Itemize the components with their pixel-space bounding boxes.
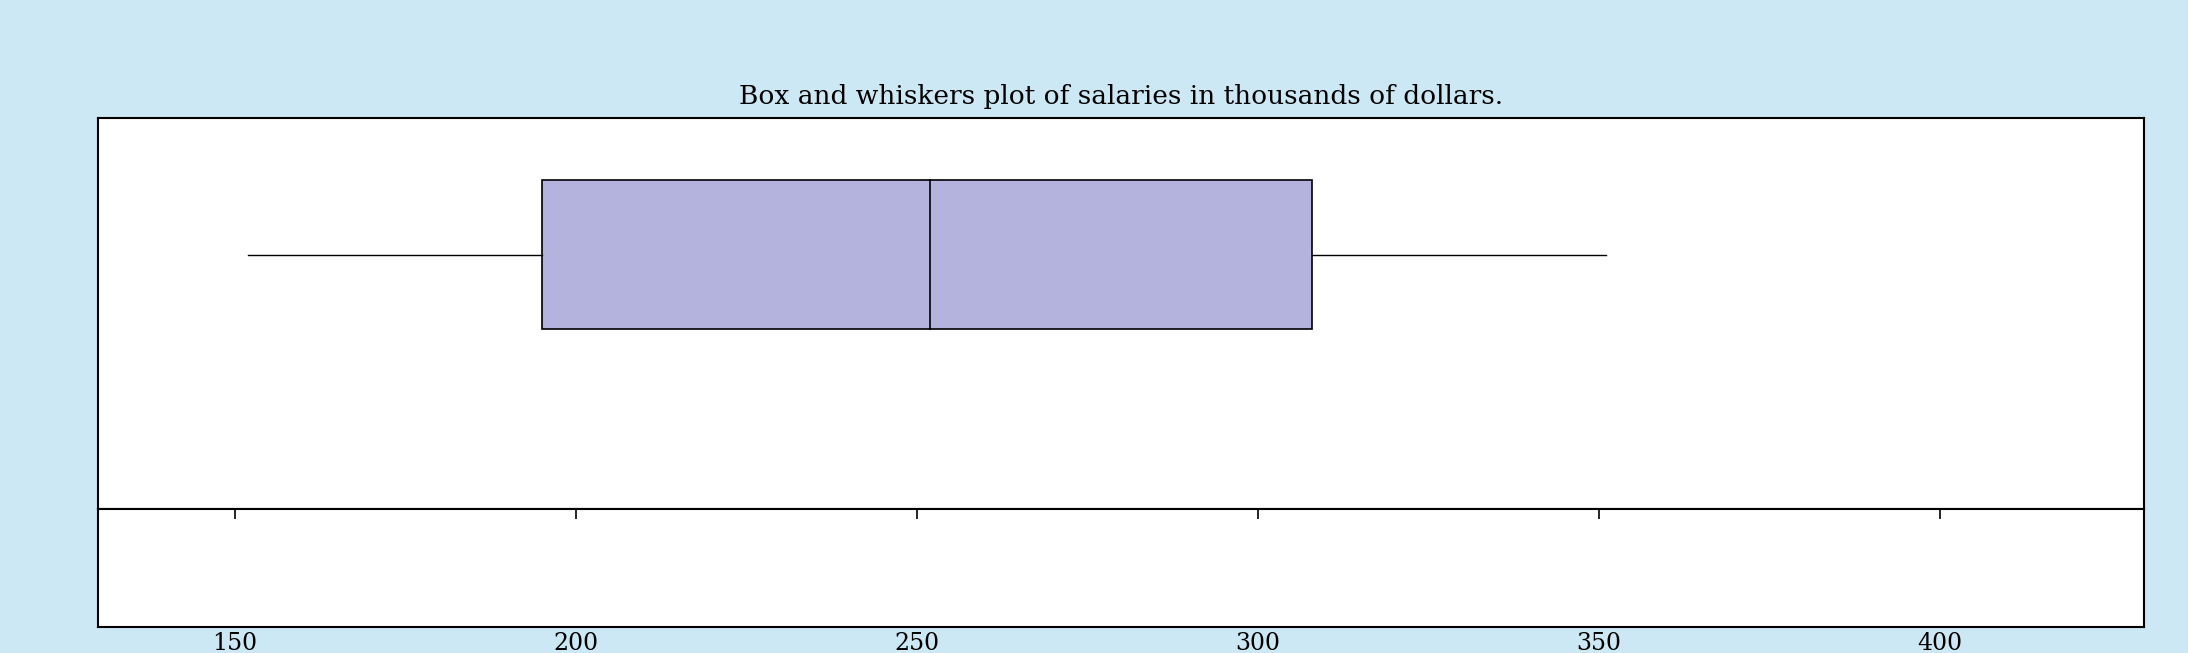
Bar [543, 180, 1313, 329]
Title: Box and whiskers plot of salaries in thousands of dollars.: Box and whiskers plot of salaries in tho… [740, 84, 1503, 108]
